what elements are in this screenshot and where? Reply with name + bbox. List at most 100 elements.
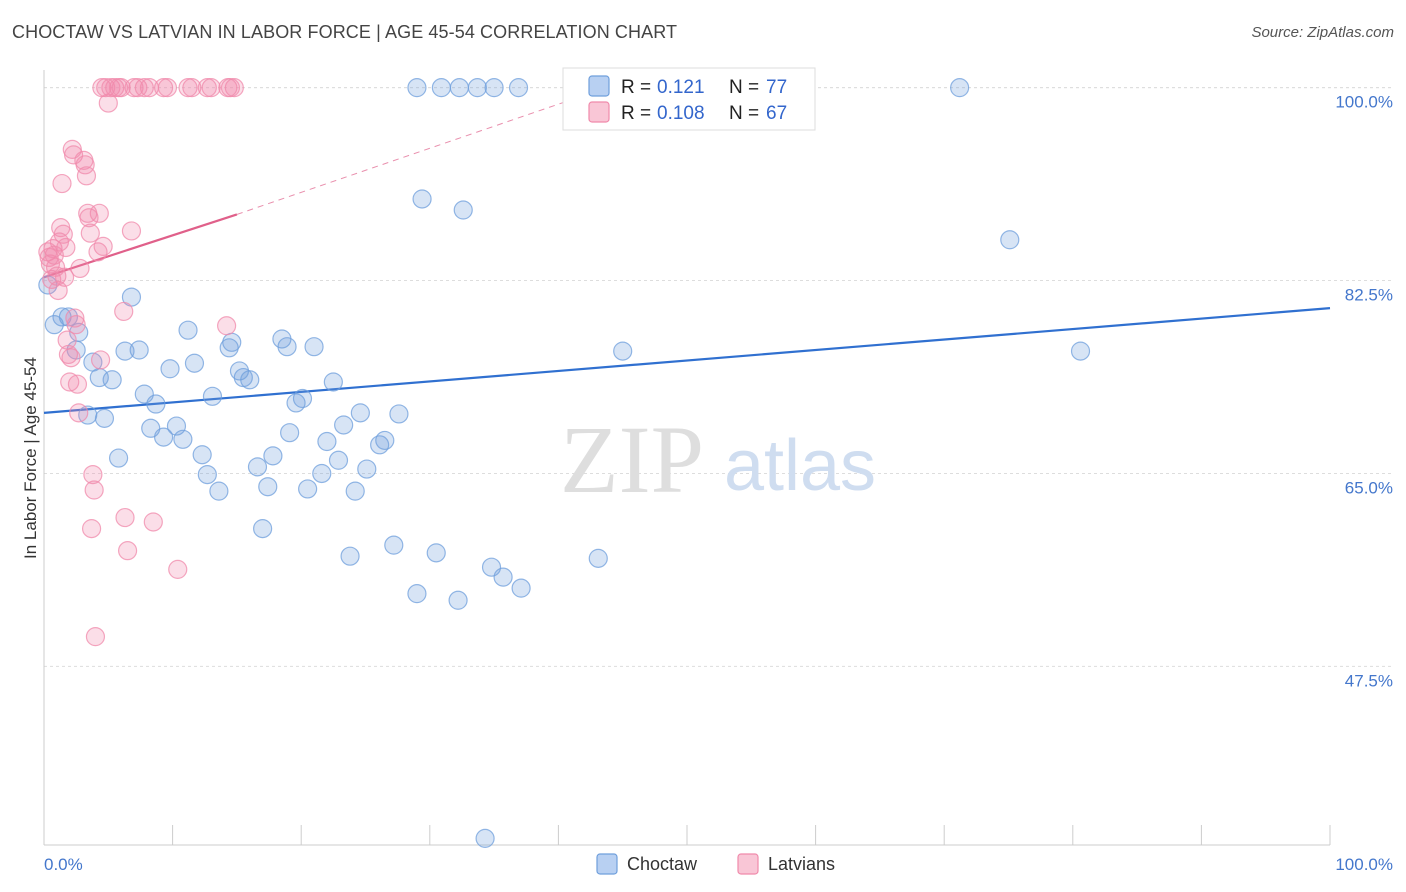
latvians-point	[217, 316, 237, 336]
latvians-point	[66, 315, 86, 335]
latvians-point	[81, 519, 102, 539]
bottom-legend: Choctaw Latvians	[596, 853, 835, 875]
latvians-point	[182, 78, 202, 98]
legend-n-value-choctaw: 77	[766, 77, 787, 98]
choctaw-point	[202, 386, 223, 406]
choctaw-point	[102, 370, 122, 390]
y-tick-label: 47.5%	[1345, 671, 1393, 690]
data-points	[38, 78, 1091, 848]
choctaw-point	[340, 546, 360, 566]
latvians-point	[47, 266, 67, 286]
choctaw-point	[160, 359, 180, 379]
choctaw-point	[317, 431, 337, 452]
watermark-atlas: atlas	[724, 426, 876, 506]
latvians-point	[88, 242, 108, 262]
legend-r-value-latvians: 0.108	[657, 103, 705, 124]
choctaw-point	[357, 459, 377, 479]
watermark: ZIP atlas	[560, 406, 876, 513]
choctaw-point	[508, 78, 529, 98]
choctaw-point	[431, 78, 451, 98]
choctaw-point	[345, 481, 365, 501]
choctaw-point	[384, 535, 404, 555]
latvians-point	[61, 348, 81, 368]
latvians-point	[201, 78, 221, 98]
choctaw-point	[389, 404, 409, 424]
choctaw-point	[467, 78, 487, 98]
latvians-point	[115, 507, 135, 528]
choctaw-point	[1000, 230, 1020, 250]
choctaw-point	[209, 481, 229, 501]
choctaw-point	[350, 403, 370, 423]
choctaw-point	[475, 828, 495, 848]
x-tick-label-min: 0.0%	[44, 855, 83, 874]
latvians-point	[70, 258, 90, 279]
choctaw-point	[94, 408, 115, 428]
choctaw-point	[588, 548, 608, 568]
latvians-point	[84, 480, 104, 500]
choctaw-point	[253, 519, 273, 539]
choctaw-point	[108, 448, 129, 468]
latvians-point	[56, 237, 76, 258]
latvians-point	[58, 344, 79, 365]
latvians-point	[117, 541, 138, 561]
latvians-point	[157, 78, 178, 98]
legend-n-label-latvians: N =	[729, 103, 759, 124]
latvians-point	[89, 203, 109, 223]
choctaw-trend-line	[43, 307, 1331, 414]
choctaw-point	[280, 423, 300, 443]
latvians-point	[121, 221, 142, 241]
legend-r-value-choctaw: 0.121	[657, 77, 705, 98]
choctaw-point	[950, 78, 970, 98]
choctaw-point	[334, 415, 354, 435]
choctaw-point	[197, 464, 217, 485]
choctaw-point	[493, 567, 513, 587]
y-tick-label: 82.5%	[1345, 286, 1393, 305]
legend-swatch-choctaw	[588, 75, 610, 97]
source-label: Source: ZipAtlas.com	[1251, 24, 1394, 41]
choctaw-point	[292, 388, 313, 409]
choctaw-point	[449, 78, 469, 98]
y-tick-label: 100.0%	[1335, 93, 1393, 112]
watermark-zip: ZIP	[560, 406, 704, 513]
chart-title: CHOCTAW VS LATVIAN IN LABOR FORCE | AGE …	[12, 22, 678, 42]
choctaw-point	[258, 477, 278, 497]
y-tick-label: 65.0%	[1345, 478, 1393, 497]
choctaw-point	[263, 446, 283, 466]
legend-n-label-choctaw: N =	[729, 77, 759, 98]
latvians-point	[93, 236, 113, 256]
choctaw-point	[69, 322, 89, 342]
choctaw-point	[426, 543, 446, 563]
x-tick-label-max: 100.0%	[1335, 855, 1393, 874]
choctaw-point	[407, 78, 427, 98]
choctaw-point	[312, 463, 332, 484]
y-axis-title: In Labor Force | Age 45-54	[21, 357, 40, 559]
bottom-legend-label-latvians: Latvians	[768, 854, 835, 874]
choctaw-point	[178, 320, 198, 340]
choctaw-point	[613, 341, 633, 361]
legend-r-label-latvians: R =	[621, 103, 651, 124]
choctaw-point	[298, 479, 318, 499]
choctaw-point	[146, 394, 166, 414]
choctaw-point	[173, 429, 193, 449]
choctaw-point	[129, 340, 149, 360]
latvians-point	[60, 372, 80, 392]
choctaw-point	[453, 200, 473, 220]
y-tick-labels: 100.0% 82.5% 65.0% 47.5%	[1335, 93, 1393, 691]
choctaw-point	[115, 341, 135, 361]
latvians-point	[69, 403, 89, 423]
trend-lines	[43, 81, 1331, 414]
latvians-point	[85, 627, 106, 647]
latvians-point	[52, 173, 72, 194]
choctaw-point	[484, 78, 504, 98]
legend-r-label-choctaw: R =	[621, 77, 651, 98]
choctaw-point	[328, 450, 349, 470]
legend-n-value-latvians: 67	[766, 103, 787, 124]
choctaw-point	[1070, 341, 1091, 361]
latvians-point	[134, 78, 154, 98]
latvians-trend-line-dashed	[236, 81, 623, 215]
legend-swatch-latvians	[588, 101, 610, 123]
latvians-point	[79, 208, 99, 228]
choctaw-point	[192, 445, 212, 465]
latvians-point	[65, 308, 85, 328]
latvians-point	[67, 374, 88, 394]
